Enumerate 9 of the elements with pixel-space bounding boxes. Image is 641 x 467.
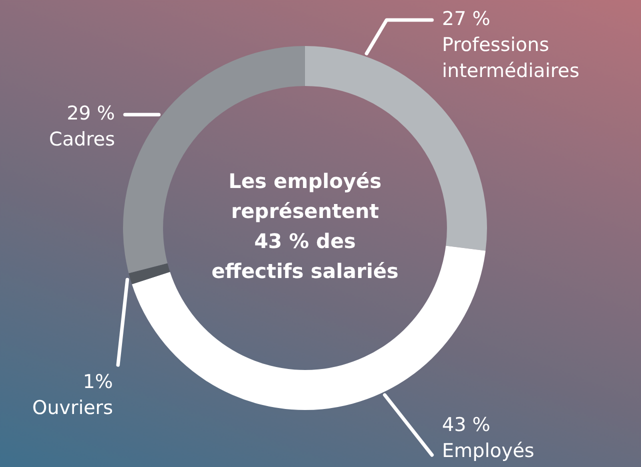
slice-label: Ouvriers [32, 396, 113, 419]
data-label: 43 % [442, 414, 490, 436]
data-label: 27 % [442, 8, 490, 30]
text: Les employés représentent 43 % des effectifs salariés [211, 169, 399, 284]
data-label: 1% [82, 370, 113, 393]
data-label: 29 % [66, 102, 115, 125]
slice-label: Professions intermédiaires [442, 34, 580, 82]
slice-label: Employés [442, 440, 534, 462]
slice-label: Cadres [49, 128, 115, 151]
